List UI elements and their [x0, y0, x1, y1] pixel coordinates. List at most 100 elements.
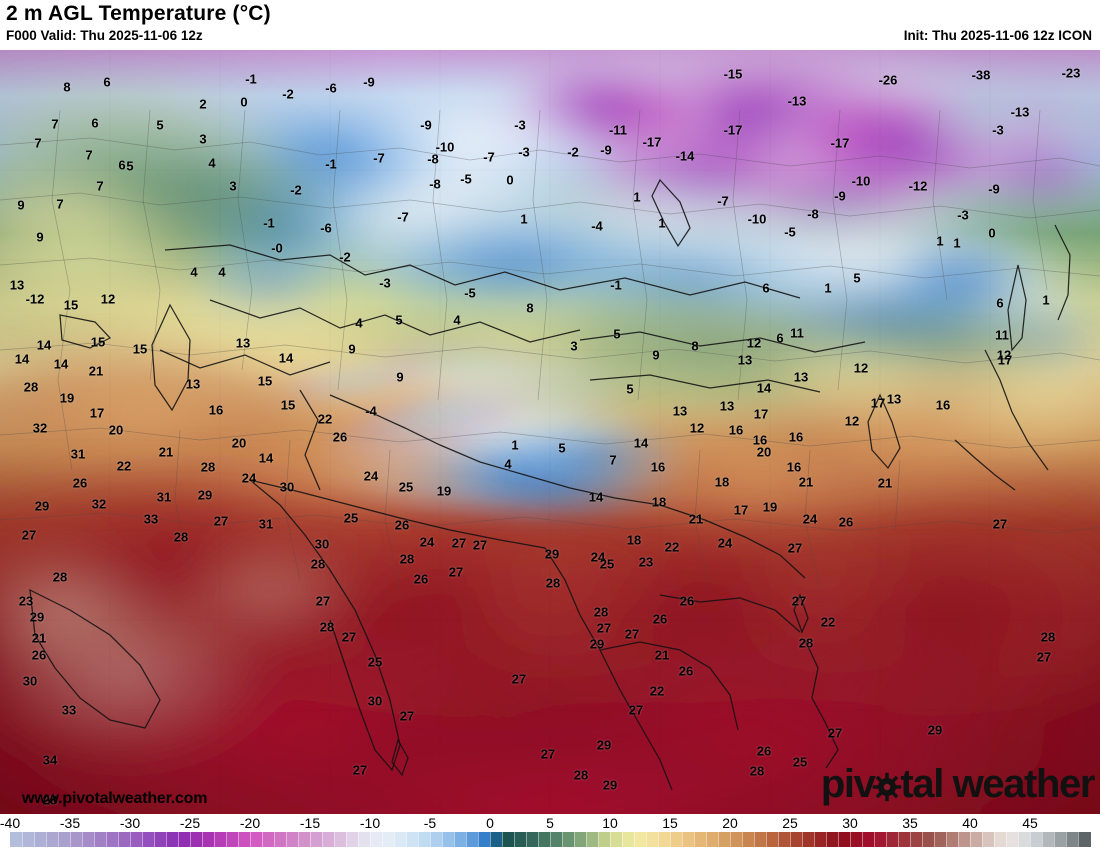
temperature-label: -6 [320, 220, 332, 236]
colorbar-divider [946, 832, 947, 847]
colorbar-segment [154, 832, 167, 847]
temperature-label: -38 [971, 67, 991, 83]
temperature-label: 30 [279, 479, 295, 495]
colorbar-tick: 30 [842, 815, 858, 831]
temperature-map[interactable]: 8 6 -1 -6 -9 -15 -26 -38 -23 7 6 2 0 -2 -13 5 3 -9 -10 -3 -1… [0, 50, 1100, 814]
colorbar-divider [598, 832, 599, 847]
temperature-label: 26 [652, 611, 668, 627]
colorbar-segment [34, 832, 47, 847]
temperature-label: 7 [34, 135, 42, 151]
colorbar-divider [694, 832, 695, 847]
temperature-label: 28 [52, 569, 68, 585]
temperature-label: 31 [258, 516, 274, 532]
site-url[interactable]: www.pivotalweather.com [22, 790, 208, 807]
colorbar-segment [682, 832, 695, 847]
temperature-label: 14 [258, 450, 274, 466]
temperature-label: 9 [652, 347, 660, 363]
colorbar-divider [994, 832, 995, 847]
colorbar-divider [382, 832, 383, 847]
colorbar-divider [646, 832, 647, 847]
temperature-label: -13 [1010, 104, 1030, 120]
temperature-label: 28 [173, 529, 189, 545]
colorbar-divider [346, 832, 347, 847]
colorbar-segment [202, 832, 215, 847]
temperature-label: -1 [245, 71, 257, 87]
temperature-label: -7 [373, 150, 385, 166]
colorbar-segment [826, 832, 839, 847]
temperature-label: 26 [72, 475, 88, 491]
temperature-label: 29 [596, 737, 612, 753]
temperature-label: 13 [737, 352, 753, 368]
colorbar-divider [334, 832, 335, 847]
colorbar-gradient[interactable] [10, 832, 1091, 847]
colorbar-divider [910, 832, 911, 847]
colorbar-divider [106, 832, 107, 847]
colorbar-segment [814, 832, 827, 847]
temperature-label: 16 [788, 429, 804, 445]
temperature-label: 7 [609, 452, 617, 468]
temperature-label: -2 [567, 144, 579, 160]
temperature-label: 0 [988, 225, 996, 241]
temperature-label: 17 [733, 502, 749, 518]
temperature-label: 32 [91, 496, 107, 512]
temperature-label: 27 [451, 535, 467, 551]
temperature-label: 18 [714, 474, 730, 490]
temperature-label: -17 [830, 135, 850, 151]
temperature-label: 31 [156, 489, 172, 505]
init-time-label: Init: Thu 2025-11-06 12z ICON [903, 28, 1092, 43]
temperature-label: 6 [91, 115, 99, 131]
colorbar-segment [802, 832, 815, 847]
temperature-label: -17 [642, 134, 662, 150]
temperature-label: 14 [633, 435, 649, 451]
temperature-label: -6 [325, 80, 337, 96]
colorbar-segment [910, 832, 923, 847]
colorbar-divider [286, 832, 287, 847]
colorbar-divider [718, 832, 719, 847]
colorbar-divider [214, 832, 215, 847]
colorbar-divider [634, 832, 635, 847]
valid-time-label: F000 Valid: Thu 2025-11-06 12z [6, 28, 203, 43]
temperature-label: -13 [787, 93, 807, 109]
temperature-label: 7 [51, 116, 59, 132]
temperature-label: 27 [511, 671, 527, 687]
temperature-label: -17 [723, 122, 743, 138]
colorbar-segment [22, 832, 35, 847]
temperature-label: 5 [613, 326, 621, 342]
temperature-label: -7 [483, 149, 495, 165]
colorbar-divider [778, 832, 779, 847]
colorbar-segment [454, 832, 467, 847]
temperature-label: 26 [838, 514, 854, 530]
colorbar-tick-labels: -40 -35 -30 -25 -20 -15 -10 -5 0 5 10 15 20 25 30 35 40 4… [0, 814, 1100, 832]
colorbar-divider [970, 832, 971, 847]
graticule [0, 50, 1100, 814]
colorbar-divider [586, 832, 587, 847]
colorbar-divider [958, 832, 959, 847]
colorbar-segment [166, 832, 179, 847]
colorbar-divider [730, 832, 731, 847]
colorbar-divider [490, 832, 491, 847]
temperature-label: 27 [472, 537, 488, 553]
colorbar-segment [10, 832, 23, 847]
temperature-label: -15 [723, 66, 743, 82]
temperature-label: 4 [190, 264, 198, 280]
colorbar[interactable]: -40 -35 -30 -25 -20 -15 -10 -5 0 5 10 15 20 25 30 35 40 4… [0, 814, 1100, 850]
temperature-label: -8 [807, 206, 819, 222]
colorbar-segment [526, 832, 539, 847]
temperature-label: 26 [678, 663, 694, 679]
colorbar-tick: 25 [782, 815, 798, 831]
temperature-label: -3 [957, 207, 969, 223]
colorbar-segment [862, 832, 875, 847]
temperature-label: 4 [453, 312, 461, 328]
colorbar-divider [550, 832, 551, 847]
temperature-label: 1 [658, 215, 666, 231]
colorbar-divider [934, 832, 935, 847]
hot-field [0, 460, 1100, 814]
temperature-label: -26 [878, 72, 898, 88]
temperature-label: 22 [116, 458, 132, 474]
colorbar-tick: 35 [902, 815, 918, 831]
colorbar-divider [610, 832, 611, 847]
colorbar-segment [982, 832, 995, 847]
colorbar-segment [430, 832, 443, 847]
temperature-label: 17 [870, 395, 886, 411]
colorbar-segment [490, 832, 503, 847]
